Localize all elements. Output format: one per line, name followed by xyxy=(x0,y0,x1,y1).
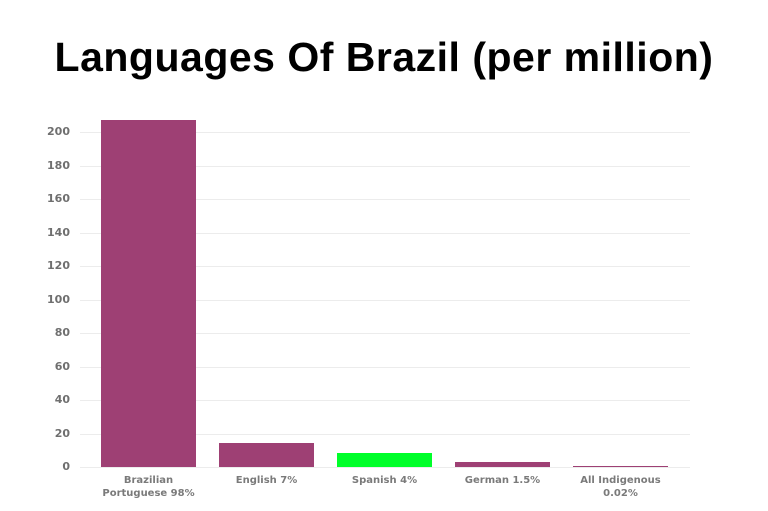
gridline xyxy=(80,433,690,435)
bar[interactable] xyxy=(573,466,668,467)
gridline xyxy=(80,199,690,200)
x-tick-label: Spanish 4% xyxy=(320,474,450,487)
y-tick-label: 200 xyxy=(47,125,70,138)
bar[interactable] xyxy=(101,120,196,467)
y-tick-label: 20 xyxy=(54,426,70,440)
gridline xyxy=(80,366,690,368)
gridline xyxy=(80,400,690,401)
x-tick-label-line: Brazilian xyxy=(123,475,174,486)
chart-title: Languages Of Brazil (per million) xyxy=(54,34,714,80)
x-tick-label-line: German 1.5% xyxy=(464,475,541,486)
x-tick-label: German 1.5% xyxy=(438,474,568,487)
gridline xyxy=(80,467,690,468)
x-tick-label-line: English 7% xyxy=(235,475,298,486)
gridline xyxy=(80,165,690,167)
y-tick-label: 100 xyxy=(47,292,70,306)
x-tick-label-line: Spanish 4% xyxy=(351,475,418,486)
y-tick-label: 160 xyxy=(47,192,70,205)
x-tick-label-line: 0.02% xyxy=(603,488,638,499)
y-tick-label: 40 xyxy=(54,393,70,406)
y-tick-label: 80 xyxy=(54,326,70,339)
x-tick-label: Brazilian Portuguese 98% xyxy=(84,474,214,500)
x-tick-label: All Indigenous 0.02% xyxy=(556,474,686,500)
gridline xyxy=(80,266,690,267)
gridline xyxy=(80,232,690,234)
x-tick-label-line: Portuguese 98% xyxy=(102,488,195,499)
gridline xyxy=(80,333,690,334)
bar[interactable] xyxy=(337,452,432,467)
y-tick-label: 120 xyxy=(47,259,70,272)
gridline xyxy=(80,132,690,133)
bar[interactable] xyxy=(219,442,314,467)
y-tick-label: 0 xyxy=(62,460,70,473)
y-tick-label: 180 xyxy=(47,158,70,172)
y-tick-label: 60 xyxy=(54,359,70,373)
y-tick-label: 140 xyxy=(47,225,70,239)
x-tick-label: English 7% xyxy=(202,474,332,487)
x-tick-label-line: All Indigenous xyxy=(580,475,661,486)
gridline xyxy=(80,299,690,301)
bar[interactable] xyxy=(455,461,550,467)
